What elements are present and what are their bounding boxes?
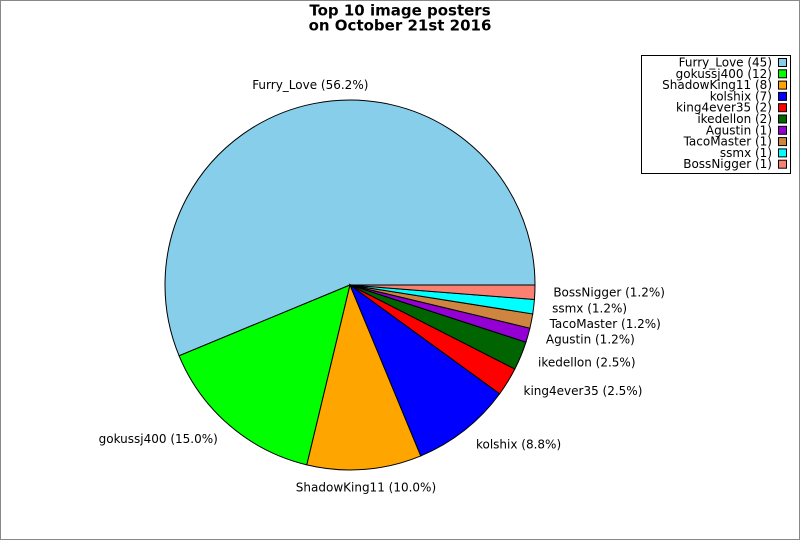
pie-slice bbox=[348, 283, 501, 457]
legend-swatch bbox=[778, 114, 787, 124]
slice-label: ssmx (1.2%) bbox=[552, 301, 627, 315]
chart-title: Top 10 image posters bbox=[309, 2, 490, 20]
legend-label: BossNigger (1) bbox=[683, 157, 772, 171]
legend-label: ssmx (1) bbox=[720, 146, 772, 160]
legend-label: king4ever35 (2) bbox=[676, 101, 772, 115]
pie-slice bbox=[306, 283, 422, 471]
legend-label: ikedellon (2) bbox=[697, 112, 772, 126]
slice-label: ShadowKing11 (10.0%) bbox=[296, 480, 436, 494]
pie-slice bbox=[349, 284, 536, 301]
legend-swatch bbox=[778, 80, 787, 90]
legend-label: TacoMaster (1) bbox=[683, 135, 772, 149]
slice-label: ikedellon (2.5%) bbox=[538, 355, 636, 369]
legend-label: Furry_Love (45) bbox=[679, 56, 772, 70]
legend-label: ShadowKing11 (8) bbox=[662, 78, 772, 92]
slice-label: Agustin (1.2%) bbox=[546, 333, 635, 347]
legend-swatch bbox=[778, 58, 787, 67]
legend-swatch bbox=[778, 103, 787, 113]
chart-title: on October 21st 2016 bbox=[309, 17, 492, 35]
legend-swatch bbox=[778, 91, 787, 101]
pie-slice bbox=[178, 284, 351, 466]
slice-label: kolshix (8.8%) bbox=[476, 437, 561, 451]
pie-slice bbox=[164, 99, 536, 357]
legend-swatch bbox=[778, 125, 787, 135]
slice-label: gokussj400 (15.0%) bbox=[99, 432, 218, 446]
legend-label: Agustin (1) bbox=[706, 123, 772, 137]
slice-label: BossNigger (1.2%) bbox=[553, 285, 665, 299]
legend-label: kolshix (7) bbox=[710, 89, 772, 103]
legend-box bbox=[641, 55, 791, 174]
slice-label: TacoMaster (1.2%) bbox=[549, 317, 661, 331]
legend-swatch bbox=[778, 137, 787, 147]
legend-swatch bbox=[778, 159, 787, 169]
legend-swatch bbox=[778, 69, 787, 79]
slice-label: Furry_Love (56.2%) bbox=[252, 78, 368, 92]
slice-label: king4ever35 (2.5%) bbox=[524, 384, 643, 398]
legend-swatch bbox=[778, 148, 787, 158]
legend-label: gokussj400 (12) bbox=[676, 67, 772, 81]
